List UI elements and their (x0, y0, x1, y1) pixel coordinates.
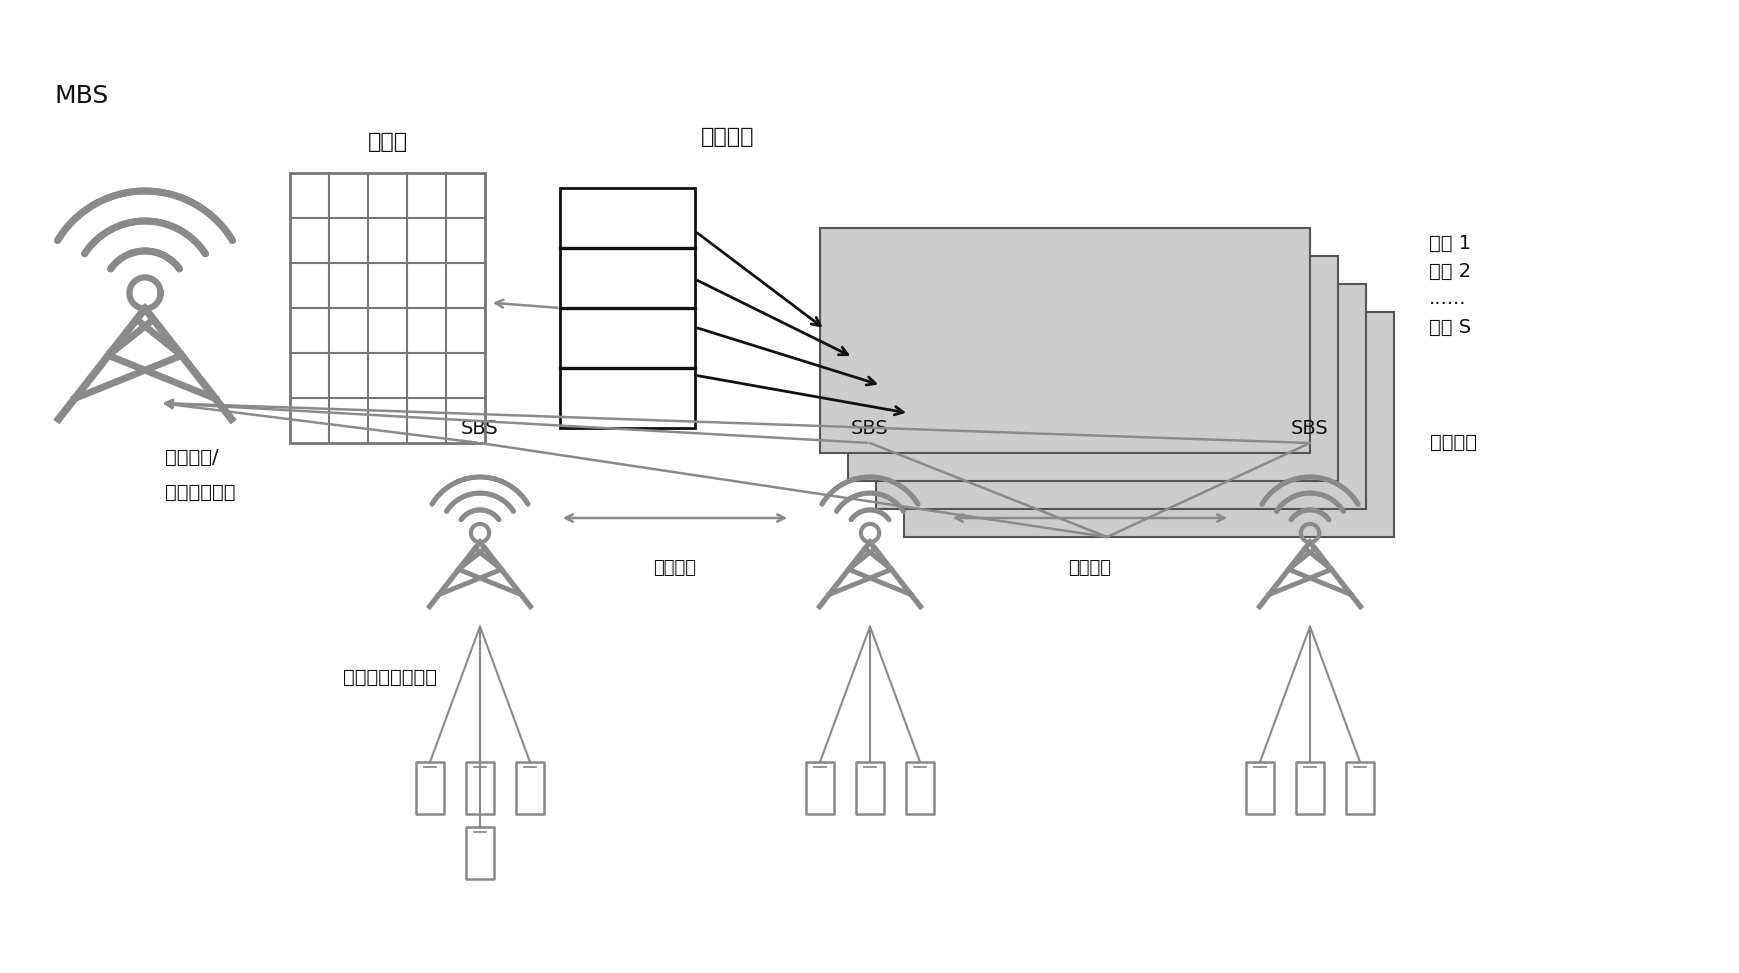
Text: 跨层干扰/: 跨层干扰/ (165, 448, 219, 467)
Text: SBS: SBS (850, 419, 889, 438)
Bar (416, 762, 443, 814)
Bar (906, 762, 934, 814)
Bar (1296, 762, 1323, 814)
Bar (856, 762, 883, 814)
Text: 切片 2: 切片 2 (1428, 262, 1469, 280)
Text: 层间干扰: 层间干扰 (1068, 559, 1111, 577)
Bar (290, 173, 485, 443)
Bar (1245, 762, 1273, 814)
Text: ......: ...... (1428, 290, 1466, 308)
Bar (516, 762, 544, 814)
Text: 切片 1: 切片 1 (1428, 234, 1469, 253)
Bar (466, 827, 494, 879)
Text: SBS: SBS (461, 419, 499, 438)
Bar (466, 762, 494, 814)
Text: 资源块: 资源块 (367, 132, 407, 152)
Bar (819, 228, 1309, 453)
Text: 强化学习: 强化学习 (1429, 433, 1476, 452)
Bar (560, 188, 694, 428)
Bar (904, 312, 1393, 537)
Text: 跨层干扰价格: 跨层干扰价格 (165, 483, 235, 502)
Text: SBS: SBS (1290, 419, 1329, 438)
Bar (1346, 762, 1374, 814)
Text: 层间干扰: 层间干扰 (654, 559, 696, 577)
Bar (875, 284, 1365, 509)
Text: 强化学习: 强化学习 (701, 127, 753, 147)
Text: 斯坦克尔伯格博弈: 斯坦克尔伯格博弈 (343, 668, 436, 687)
Bar (847, 256, 1337, 481)
Bar (805, 762, 833, 814)
Text: MBS: MBS (56, 84, 110, 108)
Text: 切片 S: 切片 S (1428, 317, 1469, 337)
